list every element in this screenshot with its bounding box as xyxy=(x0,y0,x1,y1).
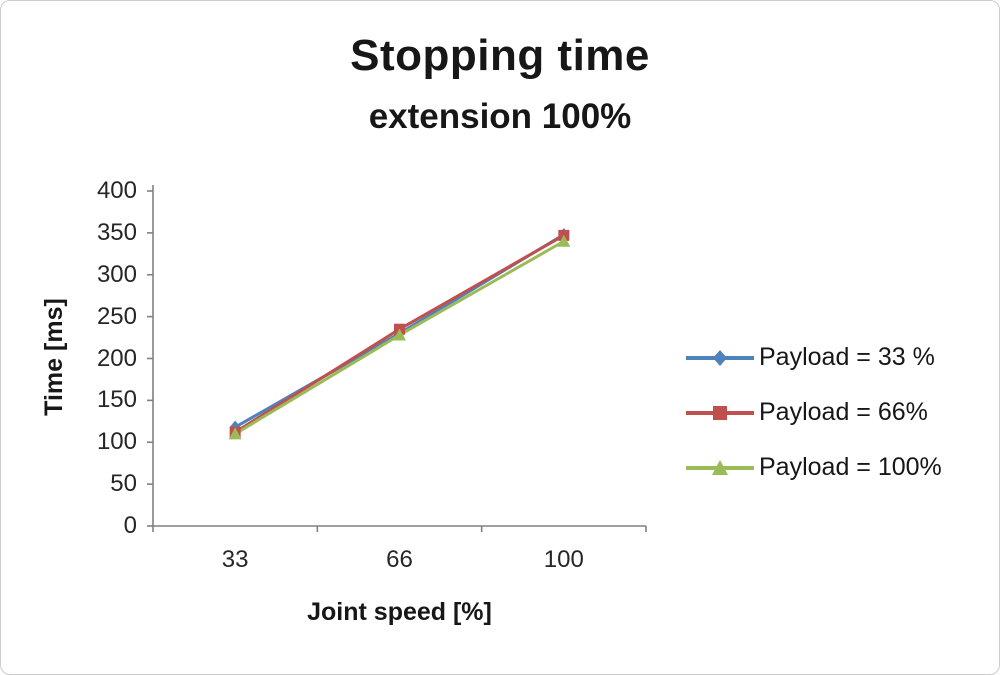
legend: Payload = 33 % Payload = 66% Payload = 100… xyxy=(684,343,942,482)
y-tick-label: 400 xyxy=(96,177,137,204)
legend-item: Payload = 100% xyxy=(684,453,942,482)
legend-label: Payload = 33 % xyxy=(759,343,935,371)
y-tick-label: 50 xyxy=(110,470,137,498)
x-tick-label: 100 xyxy=(543,546,584,573)
legend-marker-shape xyxy=(713,405,727,420)
plot-area xyxy=(147,185,647,532)
x-tick-label: 66 xyxy=(386,546,413,573)
series-2-triangle-marker xyxy=(557,234,571,247)
legend-label: Payload = 100% xyxy=(759,453,942,481)
legend-item: Payload = 33 % xyxy=(684,343,942,372)
legend-item: Payload = 66% xyxy=(684,398,942,427)
y-tick-label: 100 xyxy=(96,428,137,456)
legend-marker-shape xyxy=(712,459,728,475)
legend-marker-diamond-icon xyxy=(686,349,754,366)
y-tick-label: 200 xyxy=(96,344,137,372)
y-tick-label: 350 xyxy=(96,218,137,246)
legend-label: Payload = 66% xyxy=(759,398,928,426)
chart-subtitle: extension 100% xyxy=(368,97,632,136)
series-2-triangle-marker xyxy=(393,328,406,341)
chart-title: Stopping time xyxy=(350,31,650,80)
legend-marker-shape xyxy=(713,349,727,366)
series-2-triangle-marker xyxy=(228,427,242,440)
y-tick-label: 0 xyxy=(123,512,137,539)
y-tick-label: 250 xyxy=(96,302,137,330)
x-axis-title: Joint speed [%] xyxy=(307,598,492,626)
y-tick-label: 300 xyxy=(96,260,137,288)
y-tick-label: 150 xyxy=(96,386,137,414)
legend-marker-square-icon xyxy=(686,405,754,420)
legend-marker-triangle-icon xyxy=(686,459,754,475)
x-tick-label: 33 xyxy=(221,546,249,573)
